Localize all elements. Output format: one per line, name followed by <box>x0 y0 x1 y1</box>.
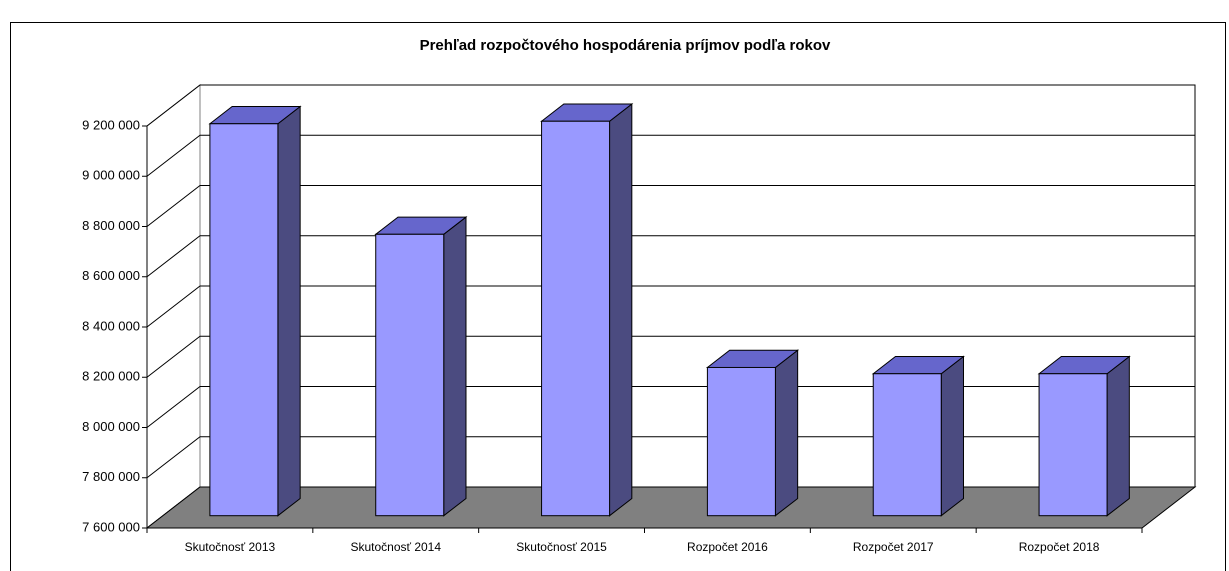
bar-side <box>940 355 964 517</box>
y-tick-label: 8 000 000 <box>82 419 140 434</box>
y-tick-label: 9 000 000 <box>82 168 140 183</box>
x-tick-label: Skutočnosť 2015 <box>516 540 607 554</box>
bar <box>872 373 942 517</box>
x-tick-label: Rozpočet 2017 <box>853 540 934 554</box>
grid-line <box>146 285 1195 328</box>
y-tick-label: 8 400 000 <box>82 318 140 333</box>
grid-line <box>146 386 1195 428</box>
y-tick-label: 7 800 000 <box>82 469 140 484</box>
y-tick-label: 8 200 000 <box>82 369 140 384</box>
bar <box>1038 373 1108 517</box>
bar-side <box>1106 355 1130 517</box>
bar <box>541 120 611 517</box>
y-tick-label: 9 200 000 <box>82 117 140 132</box>
grid-line <box>146 335 1195 378</box>
grid-line <box>146 436 1195 479</box>
bar-side <box>443 216 467 517</box>
x-tick-label: Rozpočet 2016 <box>687 540 768 554</box>
chart-title: Prehľad rozpočtového hospodárenia príjmo… <box>420 37 831 54</box>
bar-side <box>774 349 799 517</box>
bar <box>375 233 445 517</box>
bar <box>209 123 279 517</box>
x-tick-label: Skutočnosť 2014 <box>350 540 441 554</box>
y-tick-label: 8 600 000 <box>82 268 140 283</box>
y-tick-label: 7 600 000 <box>82 519 140 534</box>
grid-line <box>146 235 1195 278</box>
grid-line <box>146 84 1195 127</box>
bar-side <box>609 102 633 517</box>
grid-line <box>146 134 1195 177</box>
x-tick-label: Skutočnosť 2013 <box>185 540 276 554</box>
grid-line <box>146 185 1195 227</box>
bar <box>706 366 776 517</box>
x-tick-label: Rozpočet 2018 <box>1019 540 1100 554</box>
floor <box>145 486 1197 529</box>
bar-side <box>277 105 301 517</box>
y-tick-label: 8 800 000 <box>82 218 140 233</box>
